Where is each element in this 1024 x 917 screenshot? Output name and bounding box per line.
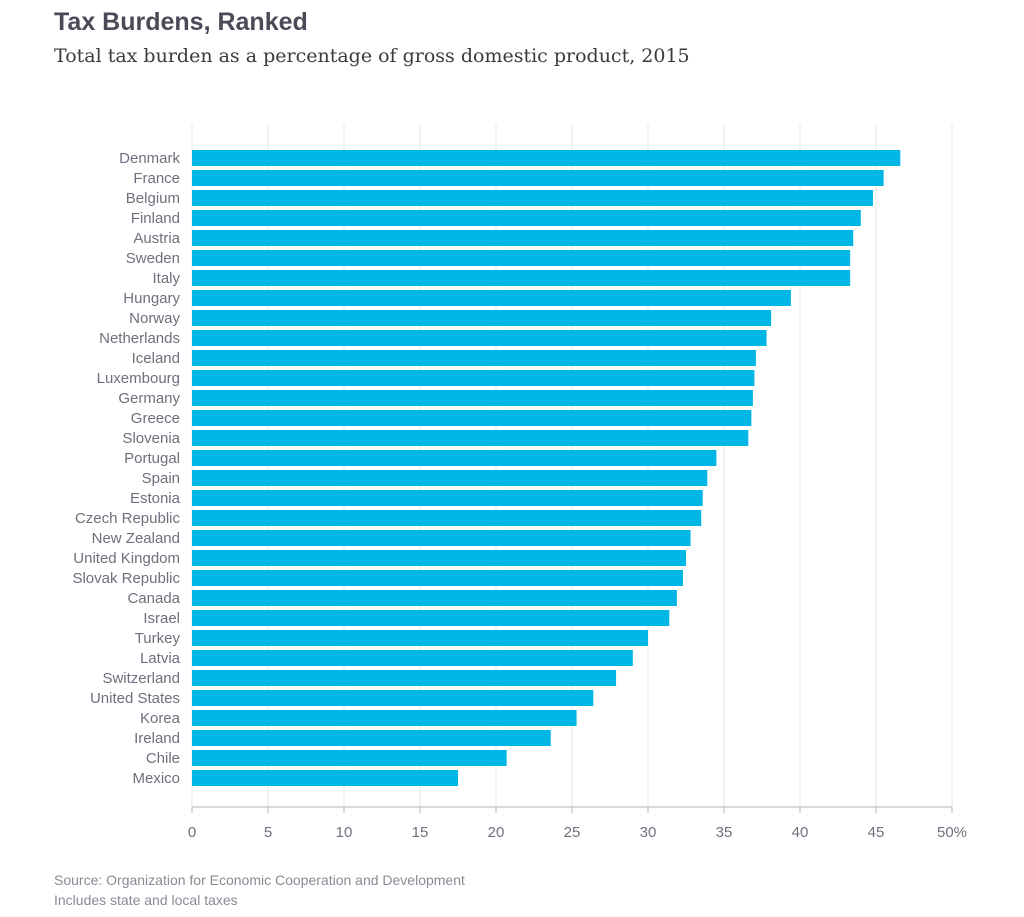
bar [192, 650, 633, 666]
category-label: Luxembourg [97, 370, 180, 387]
bar [192, 710, 577, 726]
category-label: New Zealand [92, 530, 180, 547]
bar [192, 510, 702, 526]
gridlines [191, 125, 953, 813]
category-label: Turkey [135, 630, 181, 647]
bar [192, 390, 753, 406]
chart-subtitle: Total tax burden as a percentage of gros… [54, 45, 690, 67]
bar [192, 690, 594, 706]
category-label: Latvia [140, 650, 181, 667]
category-label: Greece [131, 410, 180, 427]
bar [192, 630, 648, 646]
category-label: Slovak Republic [72, 570, 180, 587]
x-tick-label: 5 [264, 824, 272, 841]
bar [192, 610, 670, 626]
category-label: Spain [142, 470, 180, 487]
category-label: Czech Republic [75, 510, 181, 527]
x-tick-label: 15 [412, 824, 429, 841]
bar [192, 590, 677, 606]
category-label: Austria [133, 230, 180, 247]
source-note: Source: Organization for Economic Cooper… [54, 872, 465, 888]
category-label: Norway [129, 310, 180, 327]
chart-title: Tax Burdens, Ranked [54, 8, 308, 36]
bar [192, 730, 551, 746]
category-label: Slovenia [122, 430, 180, 447]
category-label: Denmark [119, 150, 180, 167]
bar [192, 670, 617, 686]
bars [192, 150, 901, 786]
x-tick-label: 20 [488, 824, 505, 841]
bar [192, 450, 717, 466]
category-label: Germany [118, 390, 180, 407]
category-label: Switzerland [102, 670, 180, 687]
category-label: Estonia [130, 490, 181, 507]
category-label: Ireland [134, 730, 180, 747]
category-label: Israel [143, 610, 180, 627]
x-tick-label: 0 [188, 824, 196, 841]
x-tick-label: 45 [868, 824, 885, 841]
x-tick-labels: 0 5 10 15 20 25 30 35 40 45 50% [188, 824, 967, 841]
bar [192, 210, 861, 226]
bar [192, 310, 772, 326]
category-label: France [133, 170, 180, 187]
bar-chart: Denmark France Belgium Finland Austria Sweden… [72, 125, 967, 841]
bar [192, 470, 708, 486]
bar [192, 350, 756, 366]
bar [192, 250, 851, 266]
x-tick-label: 10 [336, 824, 353, 841]
bar [192, 190, 873, 206]
bar [192, 490, 703, 506]
bar [192, 750, 507, 766]
bar [192, 330, 767, 346]
category-label: Chile [146, 750, 180, 767]
category-labels: Denmark France Belgium Finland Austria Sweden… [72, 150, 180, 787]
bar [192, 170, 884, 186]
category-label: Sweden [126, 250, 180, 267]
bar [192, 530, 691, 546]
category-label: Mexico [132, 770, 180, 787]
category-label: Canada [127, 590, 180, 607]
taxes-note: Includes state and local taxes [54, 892, 238, 908]
bar [192, 550, 686, 566]
category-label: Belgium [126, 190, 180, 207]
category-label: United States [90, 690, 180, 707]
bar [192, 570, 683, 586]
x-tick-label: 35 [716, 824, 733, 841]
category-label: Iceland [132, 350, 180, 367]
category-label: United Kingdom [73, 550, 180, 567]
bar [192, 270, 851, 286]
x-tick-label: 40 [792, 824, 809, 841]
bar [192, 410, 752, 426]
bar [192, 370, 755, 386]
x-tick-label: 30 [640, 824, 657, 841]
category-label: Portugal [124, 450, 180, 467]
category-label: Finland [131, 210, 180, 227]
category-label: Italy [152, 270, 180, 287]
category-label: Korea [140, 710, 181, 727]
bar [192, 230, 854, 246]
category-label: Netherlands [99, 330, 180, 347]
bar [192, 770, 458, 786]
bar [192, 290, 791, 306]
category-label: Hungary [123, 290, 180, 307]
bar [192, 430, 749, 446]
bar [192, 150, 901, 166]
x-tick-label: 25 [564, 824, 581, 841]
x-tick-label: 50% [937, 824, 967, 841]
